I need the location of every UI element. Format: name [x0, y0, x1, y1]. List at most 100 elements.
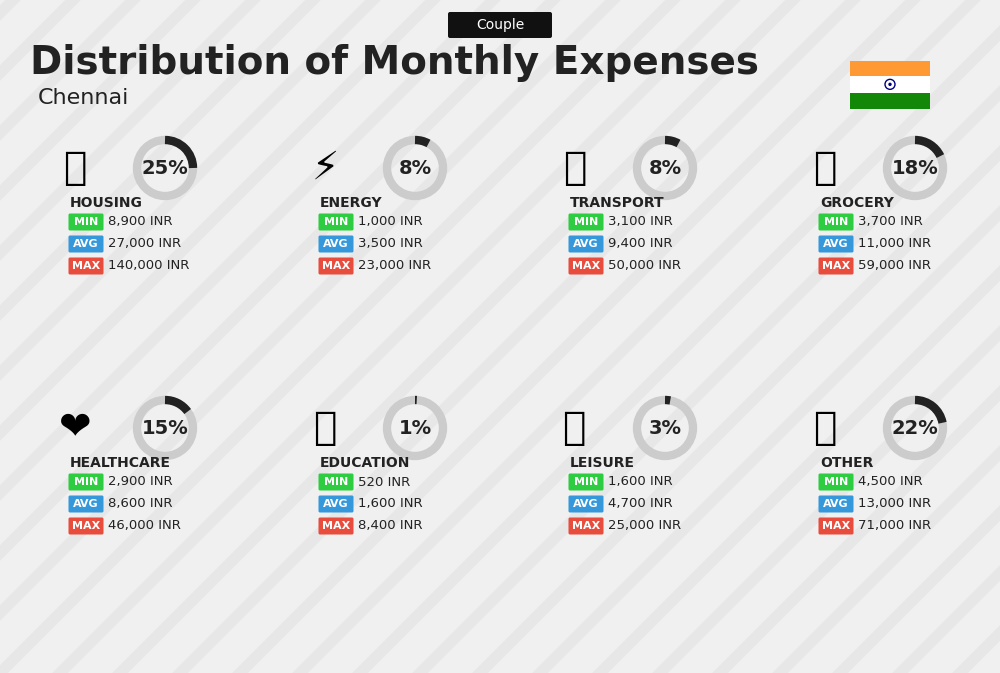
FancyBboxPatch shape: [818, 213, 854, 230]
FancyBboxPatch shape: [318, 495, 354, 513]
Text: MAX: MAX: [72, 521, 100, 531]
Text: Distribution of Monthly Expenses: Distribution of Monthly Expenses: [30, 44, 759, 82]
Text: 3%: 3%: [648, 419, 682, 437]
Text: HOUSING: HOUSING: [70, 196, 143, 210]
FancyBboxPatch shape: [318, 518, 354, 534]
Text: MAX: MAX: [822, 261, 850, 271]
Text: 59,000 INR: 59,000 INR: [858, 260, 931, 273]
FancyBboxPatch shape: [850, 76, 930, 93]
Text: Chennai: Chennai: [38, 88, 129, 108]
Text: 15%: 15%: [142, 419, 188, 437]
Text: MAX: MAX: [322, 261, 350, 271]
FancyBboxPatch shape: [818, 236, 854, 252]
Text: EDUCATION: EDUCATION: [320, 456, 410, 470]
Text: 25%: 25%: [142, 159, 188, 178]
FancyBboxPatch shape: [818, 518, 854, 534]
FancyBboxPatch shape: [318, 213, 354, 230]
Text: 23,000 INR: 23,000 INR: [358, 260, 431, 273]
Text: 4,700 INR: 4,700 INR: [608, 497, 673, 511]
Text: AVG: AVG: [73, 239, 99, 249]
Text: 13,000 INR: 13,000 INR: [858, 497, 931, 511]
Text: AVG: AVG: [573, 239, 599, 249]
FancyBboxPatch shape: [568, 495, 604, 513]
FancyBboxPatch shape: [318, 474, 354, 491]
Text: 8,400 INR: 8,400 INR: [358, 520, 422, 532]
Text: 520 INR: 520 INR: [358, 476, 410, 489]
FancyBboxPatch shape: [318, 258, 354, 275]
Text: 🎓: 🎓: [313, 409, 337, 447]
Text: MAX: MAX: [572, 521, 600, 531]
Text: 🏢: 🏢: [63, 149, 87, 187]
FancyBboxPatch shape: [818, 258, 854, 275]
Text: 🛍️: 🛍️: [563, 409, 587, 447]
Text: 140,000 INR: 140,000 INR: [108, 260, 189, 273]
Text: TRANSPORT: TRANSPORT: [570, 196, 665, 210]
Text: MIN: MIN: [574, 477, 598, 487]
Text: 8,600 INR: 8,600 INR: [108, 497, 173, 511]
Text: 3,100 INR: 3,100 INR: [608, 215, 673, 229]
Text: MAX: MAX: [322, 521, 350, 531]
FancyBboxPatch shape: [318, 236, 354, 252]
Circle shape: [889, 83, 891, 85]
Text: MAX: MAX: [72, 261, 100, 271]
Text: 1,600 INR: 1,600 INR: [608, 476, 673, 489]
FancyBboxPatch shape: [850, 61, 930, 76]
Text: ⚡: ⚡: [311, 149, 339, 187]
Text: MIN: MIN: [574, 217, 598, 227]
Text: 3,500 INR: 3,500 INR: [358, 238, 423, 250]
Text: AVG: AVG: [823, 239, 849, 249]
Text: 2,900 INR: 2,900 INR: [108, 476, 173, 489]
Text: Couple: Couple: [476, 18, 524, 32]
Text: LEISURE: LEISURE: [570, 456, 635, 470]
Text: MIN: MIN: [824, 477, 848, 487]
Text: MIN: MIN: [824, 217, 848, 227]
Text: 50,000 INR: 50,000 INR: [608, 260, 681, 273]
Text: 46,000 INR: 46,000 INR: [108, 520, 181, 532]
Text: MIN: MIN: [74, 477, 98, 487]
Text: 🚌: 🚌: [563, 149, 587, 187]
Text: AVG: AVG: [823, 499, 849, 509]
FancyBboxPatch shape: [68, 236, 104, 252]
Text: 11,000 INR: 11,000 INR: [858, 238, 931, 250]
Text: AVG: AVG: [323, 239, 349, 249]
Text: 4,500 INR: 4,500 INR: [858, 476, 923, 489]
Text: AVG: AVG: [73, 499, 99, 509]
Text: 8%: 8%: [648, 159, 682, 178]
Text: OTHER: OTHER: [820, 456, 873, 470]
Text: 1%: 1%: [398, 419, 432, 437]
FancyBboxPatch shape: [818, 474, 854, 491]
Text: 25,000 INR: 25,000 INR: [608, 520, 681, 532]
FancyBboxPatch shape: [568, 258, 604, 275]
Text: MIN: MIN: [324, 217, 348, 227]
Text: HEALTHCARE: HEALTHCARE: [70, 456, 171, 470]
Text: ❤️: ❤️: [59, 409, 91, 447]
Text: 1,000 INR: 1,000 INR: [358, 215, 423, 229]
FancyBboxPatch shape: [68, 474, 104, 491]
FancyBboxPatch shape: [448, 12, 552, 38]
Text: 18%: 18%: [892, 159, 938, 178]
FancyBboxPatch shape: [818, 495, 854, 513]
FancyBboxPatch shape: [68, 495, 104, 513]
Text: AVG: AVG: [573, 499, 599, 509]
Text: 🛒: 🛒: [813, 149, 837, 187]
FancyBboxPatch shape: [568, 474, 604, 491]
FancyBboxPatch shape: [68, 518, 104, 534]
FancyBboxPatch shape: [568, 213, 604, 230]
FancyBboxPatch shape: [68, 258, 104, 275]
Text: MIN: MIN: [324, 477, 348, 487]
Text: 1,600 INR: 1,600 INR: [358, 497, 423, 511]
Text: ENERGY: ENERGY: [320, 196, 383, 210]
FancyBboxPatch shape: [850, 93, 930, 109]
Text: AVG: AVG: [323, 499, 349, 509]
FancyBboxPatch shape: [68, 213, 104, 230]
Text: MIN: MIN: [74, 217, 98, 227]
Text: 27,000 INR: 27,000 INR: [108, 238, 181, 250]
Text: 8,900 INR: 8,900 INR: [108, 215, 173, 229]
Text: 8%: 8%: [398, 159, 432, 178]
Text: 71,000 INR: 71,000 INR: [858, 520, 931, 532]
Text: MAX: MAX: [822, 521, 850, 531]
Text: 22%: 22%: [892, 419, 938, 437]
Text: GROCERY: GROCERY: [820, 196, 894, 210]
FancyBboxPatch shape: [568, 236, 604, 252]
FancyBboxPatch shape: [568, 518, 604, 534]
